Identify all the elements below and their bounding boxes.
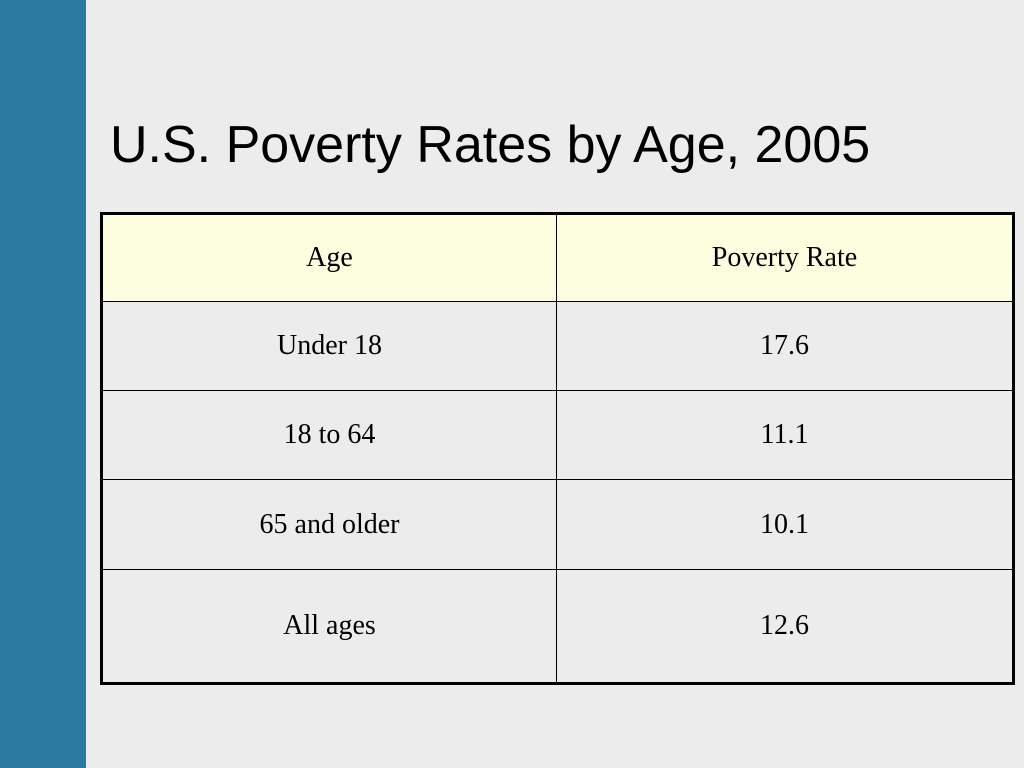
poverty-rate-table: Age Poverty Rate Under 18 17.6 18 to 64 … xyxy=(100,212,1015,685)
age-cell: 18 to 64 xyxy=(101,390,557,481)
age-cell: Under 18 xyxy=(101,300,557,392)
table-row: All ages 12.6 xyxy=(101,568,1014,685)
rate-cell: 12.6 xyxy=(556,568,1014,685)
table-row: 18 to 64 11.1 xyxy=(101,390,1014,481)
rate-cell: 11.1 xyxy=(556,390,1014,481)
table-header-row: Age Poverty Rate xyxy=(101,213,1014,302)
accent-side-bar xyxy=(0,0,86,768)
header-age: Age xyxy=(101,213,557,302)
slide-title: U.S. Poverty Rates by Age, 2005 xyxy=(110,116,871,174)
header-poverty-rate: Poverty Rate xyxy=(556,213,1014,302)
table-row: 65 and older 10.1 xyxy=(101,479,1014,570)
table-row: Under 18 17.6 xyxy=(101,300,1014,392)
age-cell: All ages xyxy=(101,568,557,685)
rate-cell: 17.6 xyxy=(556,300,1014,392)
age-cell: 65 and older xyxy=(101,479,557,570)
rate-cell: 10.1 xyxy=(556,479,1014,570)
